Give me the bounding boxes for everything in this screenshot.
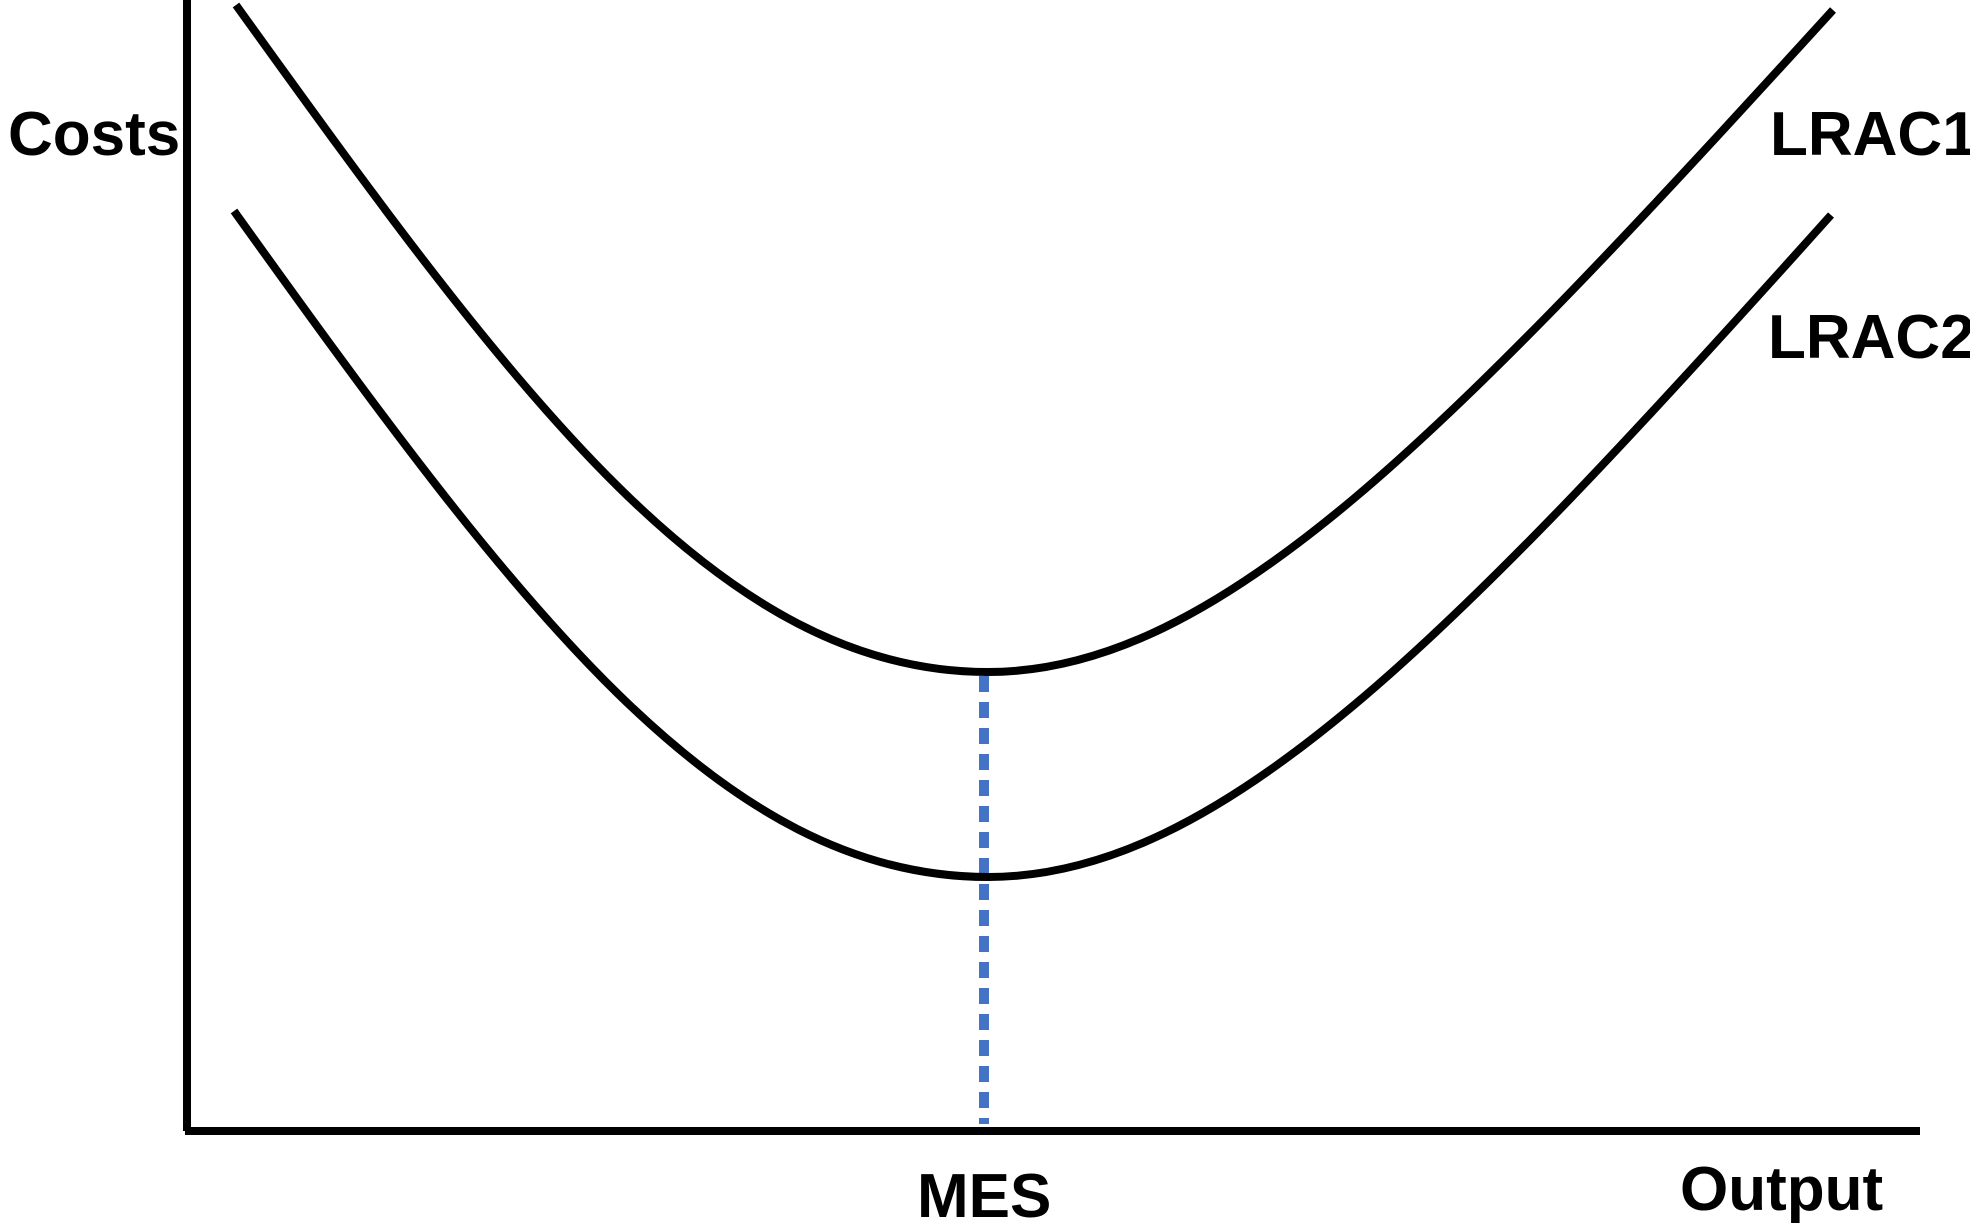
y-axis-label: Costs (8, 100, 180, 169)
lrac2-label: LRAC2 (1768, 303, 1970, 372)
mes-label: MES (917, 1162, 1051, 1231)
lrac1-label: LRAC1 (1770, 100, 1970, 169)
x-axis-label: Output (1680, 1155, 1883, 1224)
lrac1-curve (232, 2, 1836, 676)
lrac2-curve (230, 208, 1834, 881)
